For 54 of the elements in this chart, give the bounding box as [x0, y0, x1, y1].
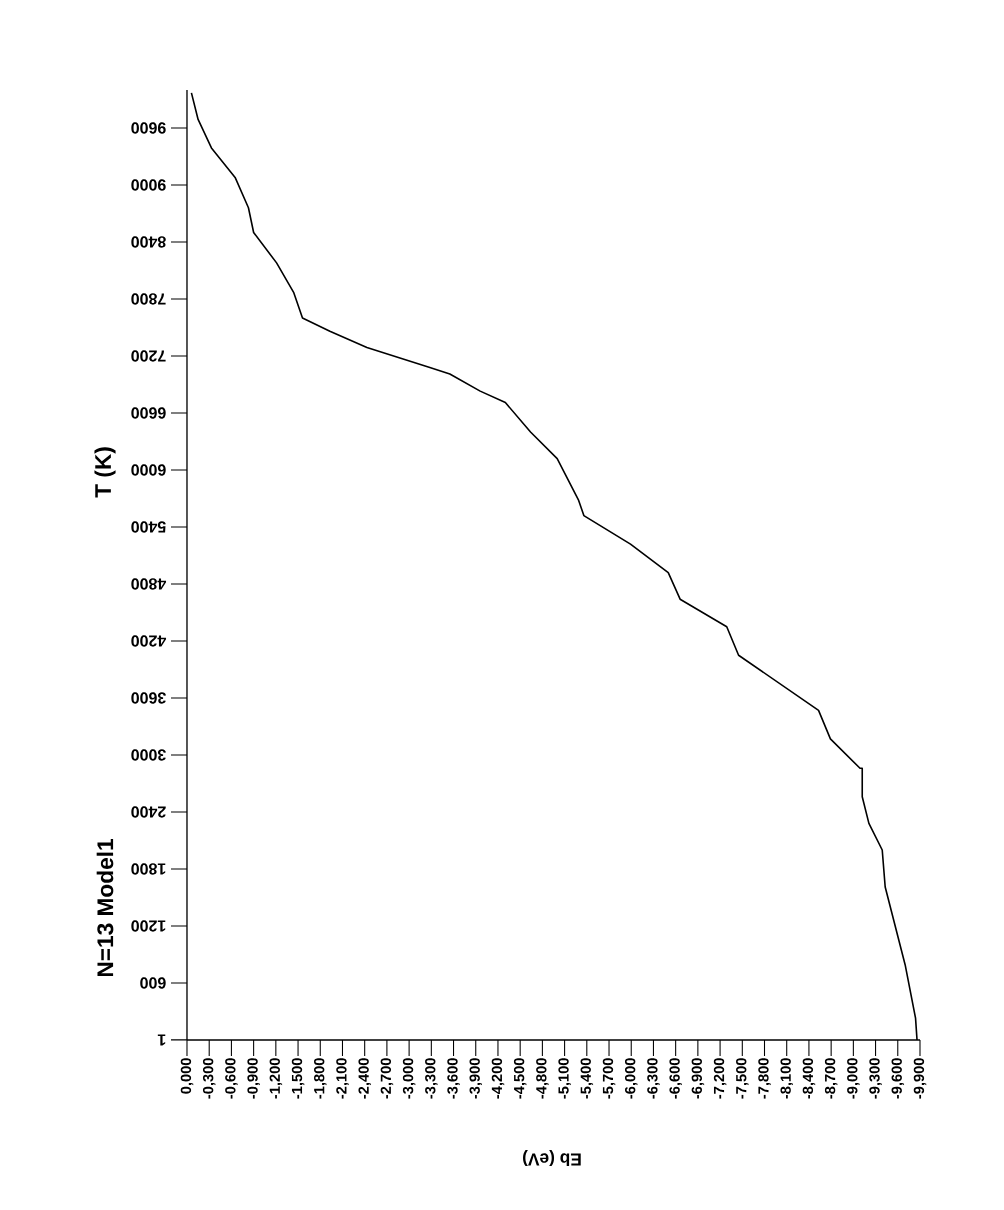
x-tick-label: -3,300	[425, 1058, 438, 1099]
x-tick-label: -6,300	[647, 1058, 660, 1099]
x-tick-label: -5,700	[602, 1058, 616, 1099]
y-tick-label: 3000	[131, 749, 166, 761]
x-tick-label: -9,000	[847, 1058, 860, 1099]
y-tick-label: 4200	[131, 635, 167, 647]
x-tick-label: -4,800	[536, 1058, 549, 1099]
y-tick-label: 600	[140, 977, 166, 989]
x-tick-label: -1,200	[269, 1058, 283, 1099]
x-tick-label: -3,900	[469, 1058, 483, 1099]
x-tick-label: -0,600	[225, 1058, 238, 1099]
x-tick-label: -2,700	[380, 1058, 394, 1099]
x-tick-label: -3,600	[447, 1058, 460, 1099]
x-tick-label: -7,800	[758, 1058, 771, 1099]
x-tick-label: -7,200	[713, 1058, 727, 1099]
x-tick-label: -1,800	[314, 1058, 327, 1099]
y-axis-title: T (K)	[94, 447, 116, 498]
text: N=13 Model1	[96, 839, 114, 977]
x-tick-label: -3,000	[402, 1058, 416, 1099]
x-tick-label: -6,600	[669, 1058, 682, 1099]
x-tick-label: 0,000	[180, 1058, 194, 1094]
y-tick-label: 2400	[131, 806, 166, 818]
x-tick-label: -0,900	[247, 1058, 260, 1099]
x-tick-label: -4,200	[491, 1058, 505, 1099]
x-tick-label: -6,900	[691, 1058, 705, 1099]
y-tick-label: 8400	[131, 236, 166, 248]
y-tick-label: 9000	[131, 179, 166, 191]
x-tick-label: -8,700	[824, 1058, 838, 1099]
x-tick-label: -0,300	[202, 1058, 216, 1099]
x-tick-label: -8,400	[802, 1058, 816, 1099]
y-tick-label: 5400	[131, 521, 166, 533]
y-tick-label: 3600	[131, 692, 166, 704]
x-tick-label: -8,100	[780, 1058, 793, 1099]
x-tick-label: -9,300	[869, 1058, 882, 1099]
y-tick-label: 4800	[131, 578, 167, 590]
x-tick-label: -1,500	[291, 1058, 305, 1099]
y-tick-label: 9600	[131, 122, 166, 134]
x-tick-label: -2,100	[336, 1058, 349, 1099]
x-tick-label: -9,900	[913, 1058, 927, 1099]
y-tick-label: 6000	[131, 464, 166, 476]
y-tick-label: 1800	[131, 863, 166, 875]
x-tick-label: -2,400	[358, 1058, 371, 1099]
x-tick-label: -9,600	[891, 1058, 905, 1099]
x-tick-label: -4,500	[513, 1058, 527, 1099]
y-tick-label: 7800	[131, 293, 166, 305]
y-tick-label: 7200	[131, 350, 166, 362]
y-tick-label: 1200	[131, 920, 166, 932]
x-tick-label: -5,100	[558, 1058, 571, 1099]
x-tick-label: -6,000	[624, 1058, 638, 1099]
x-tick-label: -7,500	[736, 1058, 749, 1099]
x-axis-title: Eb (eV)	[523, 1149, 581, 1167]
y-tick-label: 1	[157, 1034, 166, 1046]
x-tick-label: -5,400	[580, 1058, 594, 1099]
y-tick-label: 6600	[131, 407, 166, 419]
